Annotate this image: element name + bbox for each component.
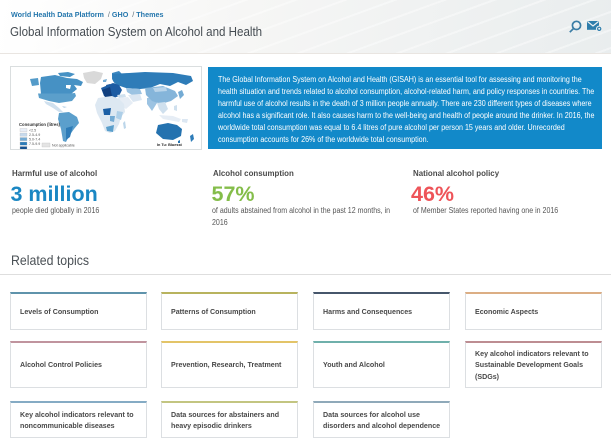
svg-text:Not applicable: Not applicable [52, 143, 75, 147]
svg-text:7.5-9.9: 7.5-9.9 [29, 142, 40, 146]
svg-text:<2.5: <2.5 [29, 129, 36, 133]
svg-text:5.0-7.4: 5.0-7.4 [29, 138, 40, 142]
svg-text:Consumption (litres): Consumption (litres) [19, 122, 61, 127]
svg-text:2.5-4.9: 2.5-4.9 [29, 133, 40, 137]
svg-text:In Tu: Bluesst: In Tu: Bluesst [157, 143, 183, 147]
